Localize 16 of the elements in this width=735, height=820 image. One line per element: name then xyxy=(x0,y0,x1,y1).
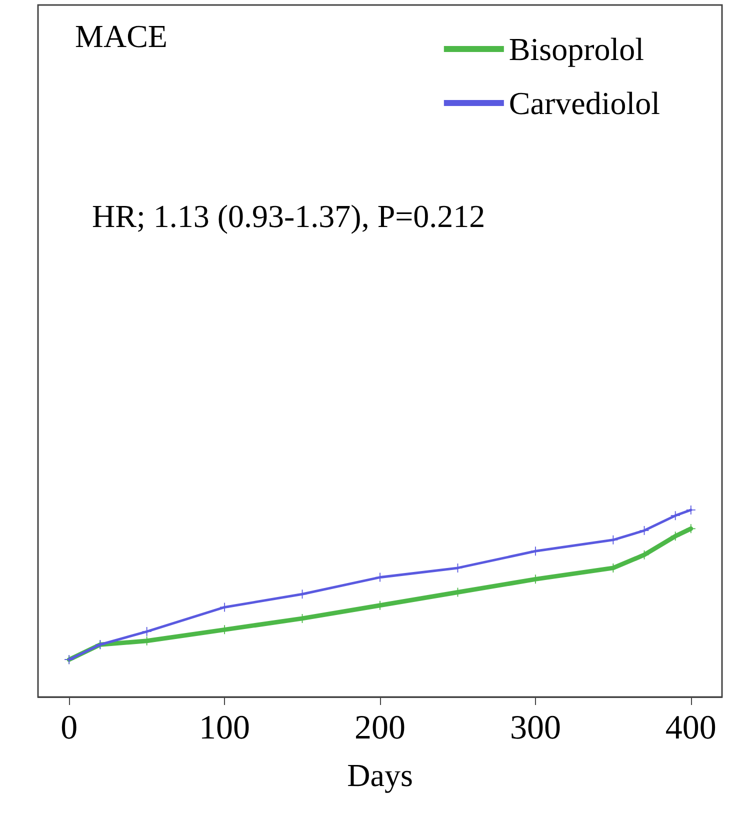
x-tick-label: 200 xyxy=(354,710,406,746)
point xyxy=(142,627,152,636)
legend-label: Carvediolol xyxy=(508,85,660,121)
point xyxy=(670,511,680,520)
point xyxy=(670,532,680,541)
text: HR; 1.13 (0.93-1.37), P=0.212 xyxy=(92,198,486,234)
point xyxy=(686,524,696,534)
x-tick-label: 100 xyxy=(199,710,250,746)
x-axis-title: Days xyxy=(347,757,413,793)
point xyxy=(530,546,540,556)
x-tick-label: 400 xyxy=(665,710,716,746)
x-tick-label: 300 xyxy=(510,710,561,746)
x-tick-label: 0 xyxy=(60,710,78,746)
chart-title: MACE xyxy=(75,18,168,54)
legend-label: Bisoprolol xyxy=(508,31,644,67)
point xyxy=(686,505,696,514)
